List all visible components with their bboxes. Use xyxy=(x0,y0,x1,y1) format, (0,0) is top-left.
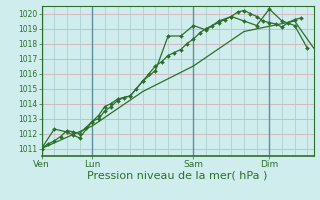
X-axis label: Pression niveau de la mer( hPa ): Pression niveau de la mer( hPa ) xyxy=(87,171,268,181)
